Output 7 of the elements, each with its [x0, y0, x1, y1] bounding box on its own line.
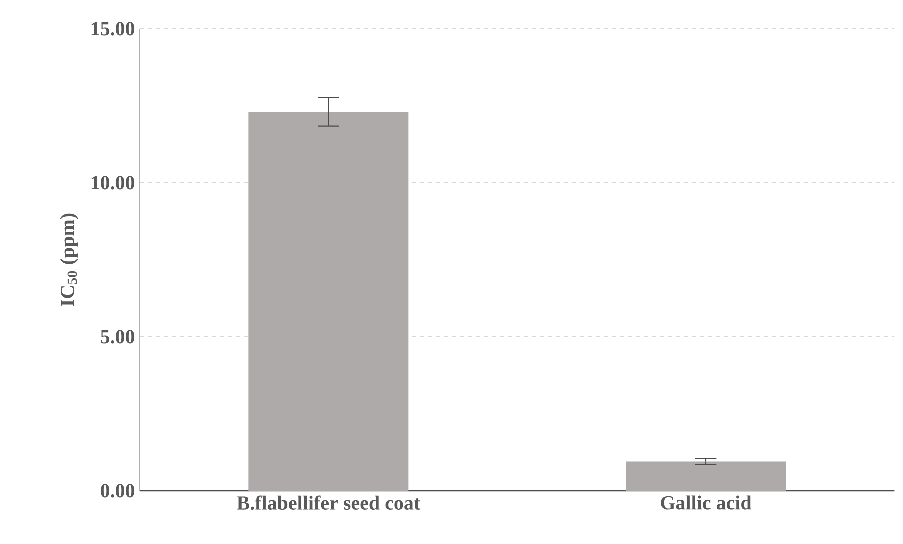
- y-tick-label: 0.00: [101, 484, 135, 498]
- x-tick-label: B.flabellifer seed coat: [237, 496, 421, 510]
- y-tick-label: 5.00: [101, 330, 135, 344]
- y-axis-title: IC$_{50}$ (ppm): [60, 214, 78, 306]
- x-tick-label: Gallic acid: [661, 496, 752, 510]
- y-tick-label: 10.00: [92, 176, 135, 190]
- y-tick-label: 15.00: [92, 22, 135, 36]
